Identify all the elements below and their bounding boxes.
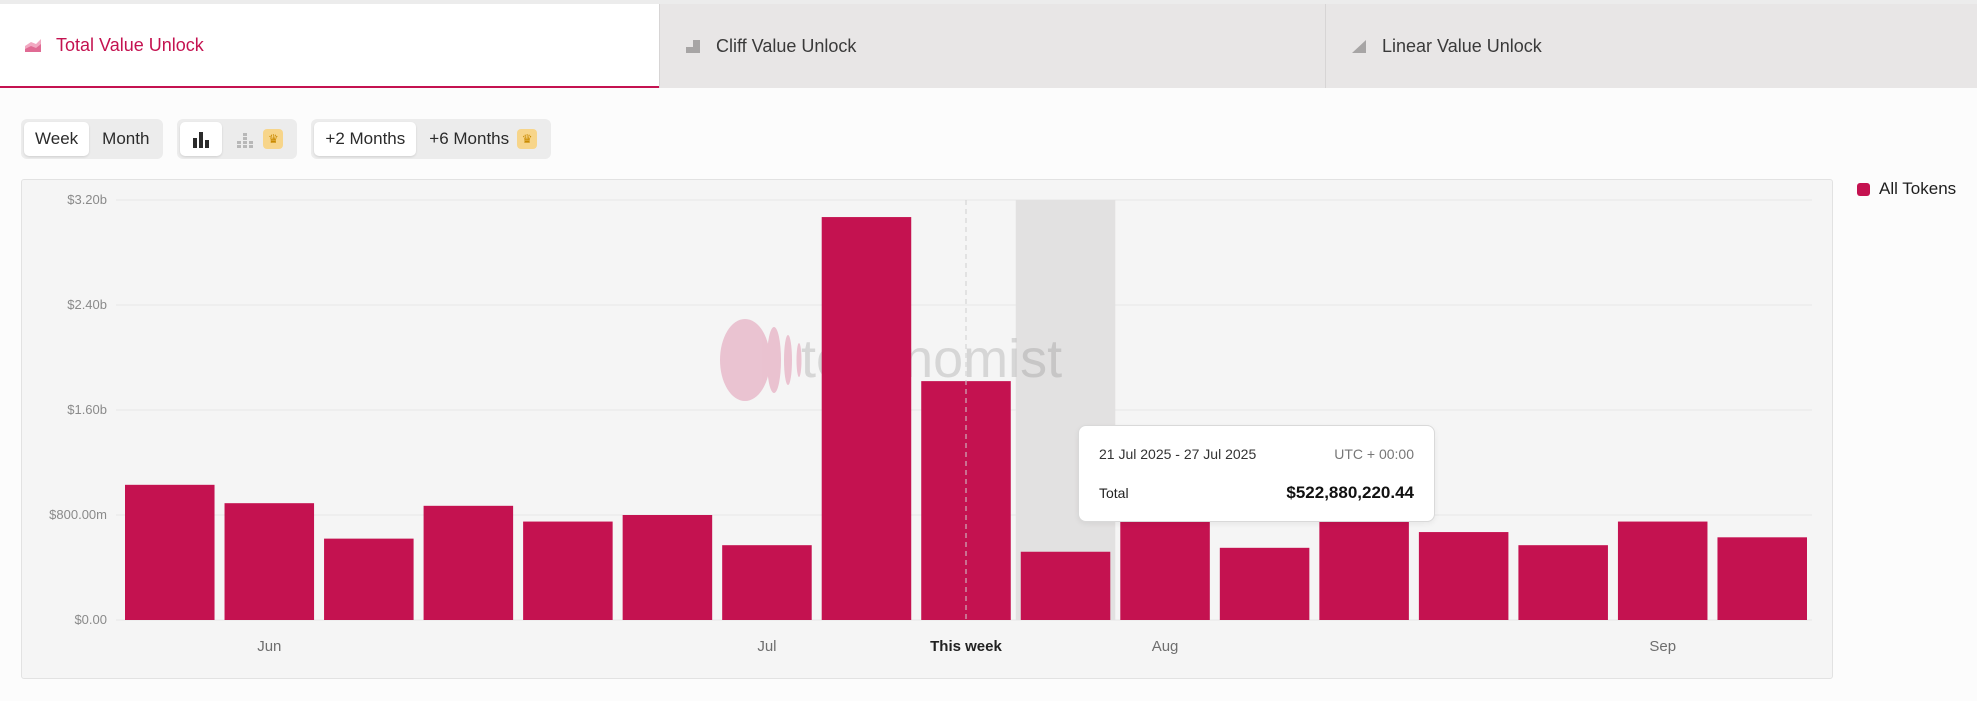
tab-total-value-unlock[interactable]: Total Value Unlock — [0, 4, 659, 88]
tab-linear-value-unlock[interactable]: Linear Value Unlock — [1325, 4, 1977, 88]
bar — [722, 545, 812, 620]
crown-icon: ♛ — [517, 129, 538, 149]
x-tick-label: Sep — [1649, 638, 1676, 655]
bar — [1120, 517, 1210, 620]
bar — [1617, 521, 1708, 620]
bar — [1518, 545, 1608, 620]
legend-label: All Tokens — [1879, 179, 1957, 198]
step-icon — [686, 40, 700, 53]
six-months-label: +6 Months — [429, 129, 510, 148]
week-button[interactable]: Week — [24, 122, 90, 156]
tab-bar: Total Value Unlock Cliff Value Unlock Li… — [0, 4, 1977, 88]
x-tick-label: Jul — [757, 638, 776, 655]
month-button[interactable]: Month — [102, 129, 150, 148]
tooltip-date-range: 21 Jul 2025 - 27 Jul 2025 — [1099, 446, 1257, 462]
tab-label: Total Value Unlock — [56, 34, 204, 55]
tab-label: Linear Value Unlock — [1382, 35, 1542, 56]
bar — [821, 217, 912, 620]
bar — [1418, 532, 1509, 620]
tab-cliff-value-unlock[interactable]: Cliff Value Unlock — [659, 4, 1325, 88]
legend-swatch — [1857, 182, 1870, 196]
tooltip-timezone: UTC + 00:00 — [1334, 446, 1414, 462]
ramp-icon — [1352, 40, 1366, 53]
period-toggle: Week Month — [21, 119, 164, 159]
y-tick-label: $0.00 — [74, 612, 107, 627]
y-tick-label: $2.40b — [67, 297, 107, 312]
bar — [324, 538, 414, 620]
chart-tooltip: 21 Jul 2025 - 27 Jul 2025 UTC + 00:00 To… — [1078, 425, 1435, 522]
bar-chart-icon — [193, 132, 210, 148]
chart-type-toggle: ♛ — [177, 119, 298, 159]
bar — [1219, 547, 1310, 620]
bar — [1020, 551, 1111, 620]
top-strip — [0, 0, 1977, 4]
y-tick-label: $3.20b — [67, 192, 107, 207]
bar — [125, 484, 215, 620]
x-tick-label: This week — [930, 638, 1002, 655]
tooltip-label: Total — [1099, 485, 1129, 501]
two-months-button[interactable]: +2 Months — [314, 122, 417, 156]
x-tick-label: Aug — [1152, 638, 1179, 655]
bar — [1717, 537, 1807, 620]
bar — [1319, 513, 1409, 620]
chart-controls: Week Month ♛ +2 Months +6 Months ♛ — [21, 119, 552, 159]
stacked-area-icon — [25, 39, 41, 52]
x-tick-label: Jun — [257, 638, 281, 655]
range-toggle: +2 Months +6 Months ♛ — [311, 119, 552, 159]
bar — [523, 521, 613, 620]
bar — [622, 515, 713, 620]
hover-highlight-band — [1015, 200, 1116, 620]
bar — [423, 505, 514, 620]
stacked-bar-icon — [237, 133, 254, 148]
crown-icon: ♛ — [263, 129, 284, 149]
y-tick-label: $1.60b — [67, 402, 107, 417]
legend[interactable]: All Tokens — [1857, 179, 1956, 199]
tooltip-value: $522,880,220.44 — [1286, 483, 1414, 502]
bar-chart-button[interactable] — [180, 122, 223, 156]
y-tick-label: $800.00m — [49, 507, 107, 522]
stacked-chart-button[interactable]: ♛ — [224, 122, 294, 156]
six-months-button[interactable]: +6 Months ♛ — [418, 122, 548, 156]
bar — [224, 503, 315, 620]
tab-label: Cliff Value Unlock — [716, 35, 857, 56]
